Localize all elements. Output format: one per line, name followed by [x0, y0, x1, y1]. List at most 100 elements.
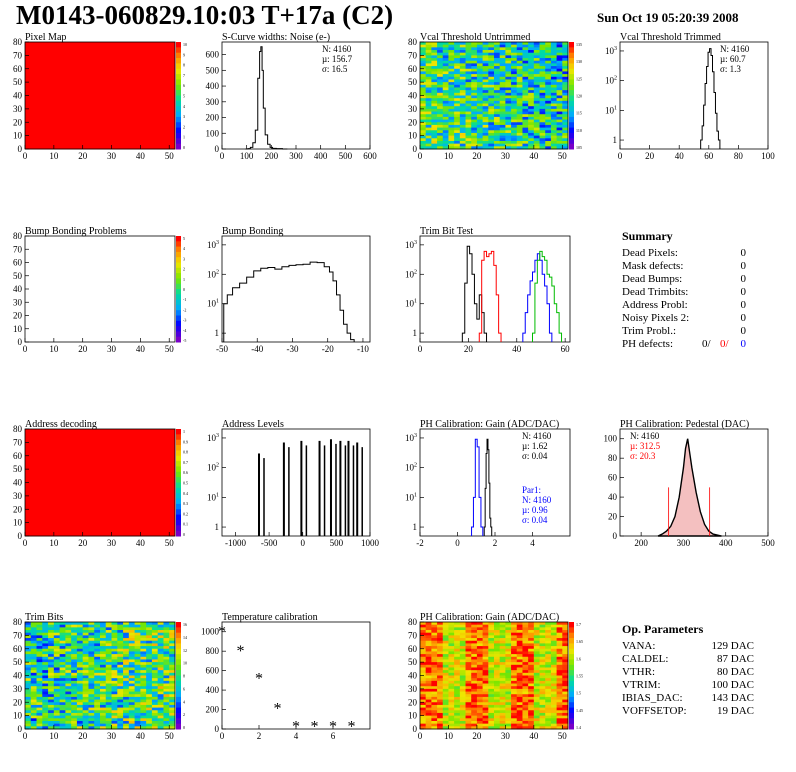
heatmap-cell: [169, 517, 176, 521]
heatmap-cell: [134, 42, 141, 46]
heatmap-cell: [76, 466, 84, 470]
heatmap-cell: [454, 670, 461, 674]
zscale-cell: [176, 122, 181, 129]
heatmap-cell: [431, 122, 438, 126]
heatmap-cell: [163, 458, 170, 462]
heatmap-cell: [140, 509, 147, 513]
heatmap-cell: [431, 632, 438, 636]
heatmap-cell: [431, 44, 438, 48]
heatmap-cell: [94, 461, 101, 465]
heatmap-cell: [100, 463, 107, 467]
heatmap-cell: [117, 455, 124, 459]
heatmap-cell: [448, 691, 455, 695]
heatmap-cell: [117, 654, 124, 658]
heatmap-cell: [117, 60, 124, 64]
heatmap-cell: [488, 119, 495, 123]
heatmap-cell: [25, 439, 32, 443]
heatmap-cell: [30, 699, 38, 703]
heatmap-cell: [425, 116, 432, 121]
heatmap-cell: [528, 66, 535, 70]
heatmap-cell: [30, 670, 38, 674]
heatmap-cell: [53, 710, 61, 714]
heatmap-cell: [30, 87, 38, 91]
heatmap-cell: [163, 490, 170, 494]
heatmap-cell: [437, 659, 444, 663]
heatmap-cell: [36, 694, 43, 698]
heatmap-cell: [499, 42, 506, 46]
heatmap-cell: [59, 640, 66, 644]
heatmap-cell: [151, 63, 159, 67]
heatmap-cell: [431, 683, 438, 687]
heatmap-cell: [53, 659, 61, 663]
heatmap-cell: [533, 95, 541, 99]
heatmap-cell: [36, 506, 43, 510]
heatmap-cell: [53, 453, 61, 457]
heatmap-cell: [42, 511, 49, 516]
heatmap-cell: [420, 691, 427, 695]
heatmap-cell: [36, 442, 43, 446]
heatmap-cell: [30, 431, 38, 435]
heatmap-cell: [163, 699, 170, 703]
x-tick-label: 200: [265, 151, 279, 161]
heatmap-cell: [448, 138, 455, 142]
heatmap-cell: [123, 707, 130, 711]
heatmap-cell: [76, 442, 84, 446]
heatmap-cell: [88, 670, 95, 674]
heatmap-cell: [157, 720, 164, 725]
heatmap-cell: [151, 100, 159, 105]
heatmap-cell: [53, 100, 61, 105]
heatmap-cell: [550, 42, 558, 46]
heatmap-cell: [134, 111, 141, 115]
heatmap-cell: [105, 646, 113, 650]
series-3: [532, 250, 563, 342]
heatmap-cell: [88, 501, 95, 505]
heatmap-cell: [71, 514, 78, 518]
heatmap-cell: [111, 84, 118, 88]
heatmap-cell: [511, 90, 518, 94]
heatmap-cell: [76, 686, 84, 690]
heatmap-cell: [494, 95, 501, 99]
heatmap-cell: [545, 124, 552, 129]
heatmap-cell: [82, 656, 89, 660]
heatmap-cell: [499, 122, 506, 126]
heatmap-cell: [100, 643, 107, 647]
heatmap-cell: [528, 135, 535, 139]
heatmap-cell: [539, 71, 546, 75]
heatmap-cell: [163, 44, 170, 48]
heatmap-cell: [471, 143, 478, 147]
heatmap-cell: [437, 670, 444, 674]
heatmap-cell: [76, 498, 84, 502]
heatmap-cell: [36, 138, 43, 142]
heatmap-cell: [157, 640, 164, 644]
heatmap-cell: [111, 92, 118, 96]
heatmap-cell: [30, 135, 38, 139]
heatmap-cell: [146, 654, 153, 658]
heatmap-cell: [71, 455, 78, 459]
heatmap-cell: [140, 92, 147, 96]
heatmap-cell: [82, 434, 89, 438]
heatmap-cell: [117, 707, 124, 711]
heatmap-cell: [100, 82, 107, 86]
heatmap-cell: [516, 55, 523, 59]
heatmap-cell: [420, 707, 427, 711]
heatmap-cell: [128, 124, 136, 129]
heatmap-cell: [117, 74, 124, 78]
heatmap-cell: [533, 146, 541, 150]
heatmap-cell: [82, 662, 89, 666]
heatmap-cell: [163, 76, 170, 80]
heatmap-cell: [420, 140, 427, 145]
heatmap-cell: [30, 723, 38, 727]
heatmap-cell: [550, 82, 558, 86]
heatmap-cell: [105, 130, 113, 134]
heatmap-cell: [169, 490, 176, 494]
heatmap-cell: [442, 622, 449, 626]
heatmap-cell: [65, 704, 72, 709]
heatmap-cell: [111, 527, 118, 532]
heatmap-cell: [53, 485, 61, 489]
heatmap-cell: [442, 122, 449, 126]
heatmap-cell: [169, 691, 176, 695]
heatmap-cell: [59, 638, 66, 642]
heatmap-cell: [76, 696, 84, 701]
zscale-cell: [176, 138, 181, 145]
